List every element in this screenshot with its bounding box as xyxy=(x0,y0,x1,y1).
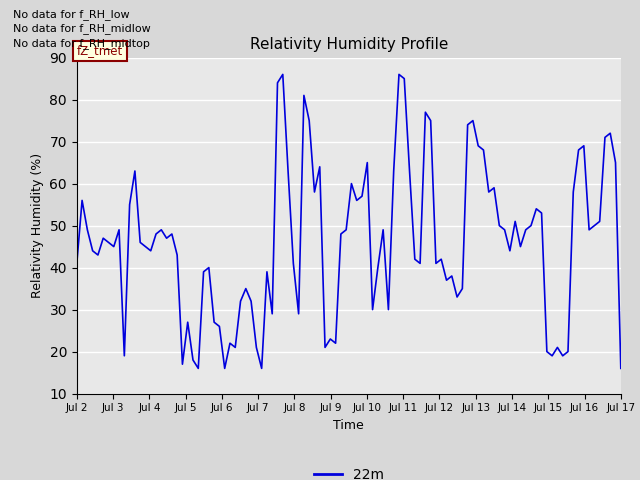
X-axis label: Time: Time xyxy=(333,419,364,432)
Text: No data for f_RH_midlow: No data for f_RH_midlow xyxy=(13,23,150,34)
Text: No data for f_RH_low: No data for f_RH_low xyxy=(13,9,129,20)
Legend: 22m: 22m xyxy=(308,462,389,480)
Text: fZ_tmet: fZ_tmet xyxy=(77,44,123,57)
Title: Relativity Humidity Profile: Relativity Humidity Profile xyxy=(250,37,448,52)
Text: No data for f_RH_midtop: No data for f_RH_midtop xyxy=(13,37,150,48)
Y-axis label: Relativity Humidity (%): Relativity Humidity (%) xyxy=(31,153,44,298)
